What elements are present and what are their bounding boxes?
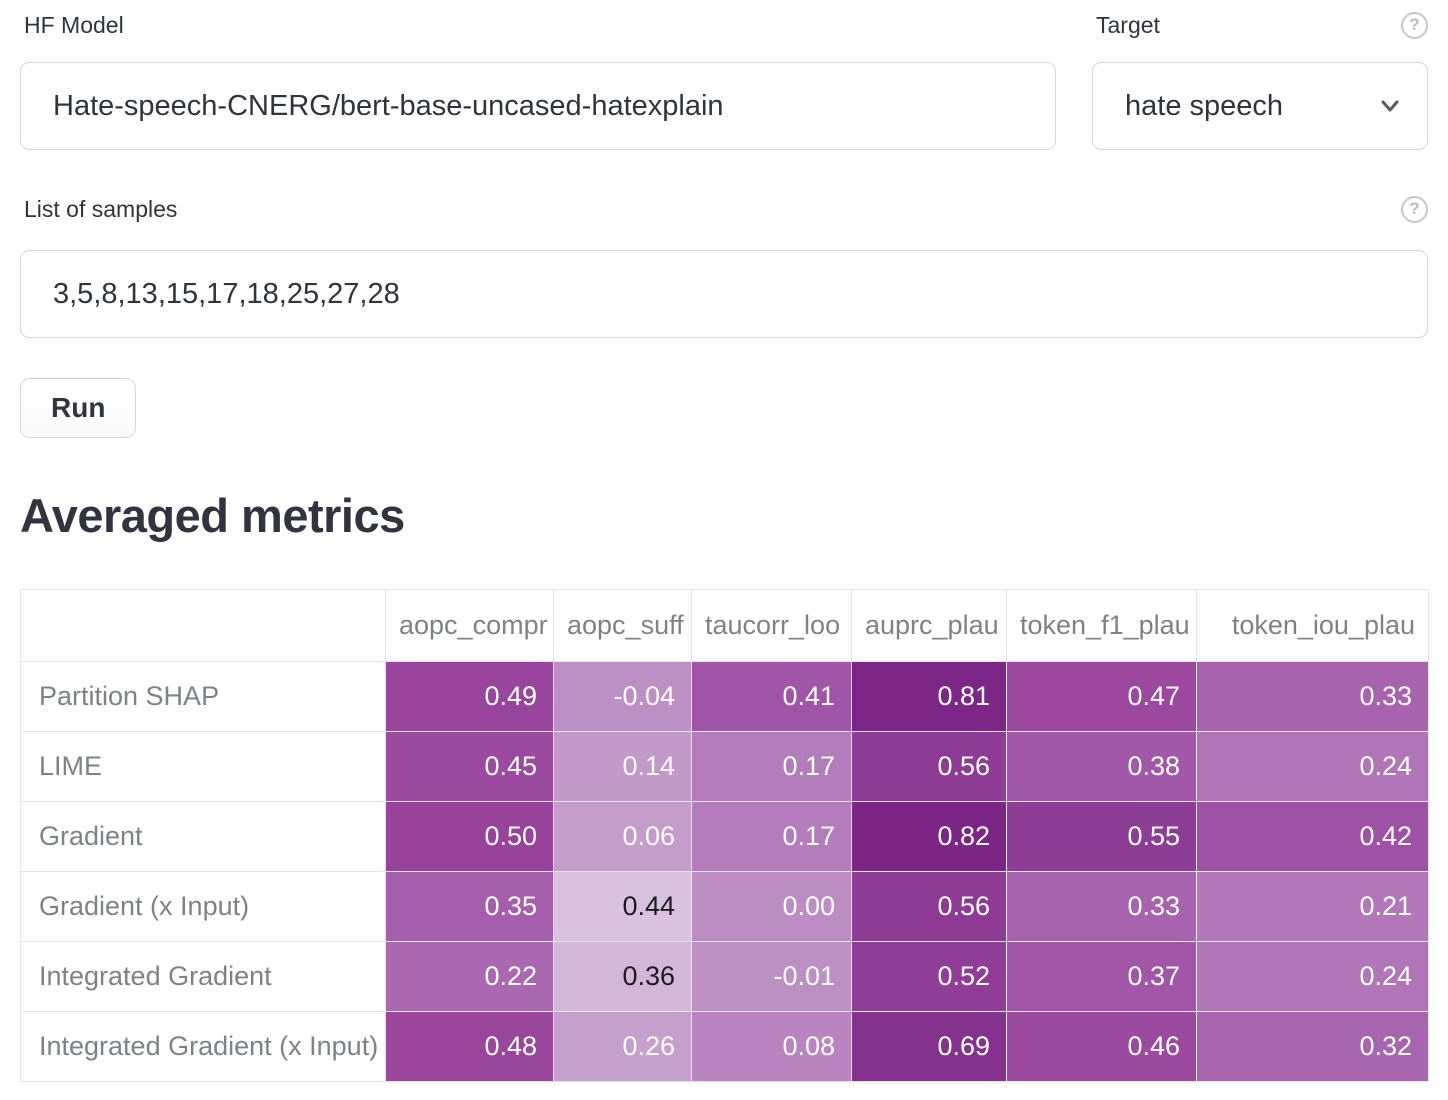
metric-cell: 0.08 <box>691 1011 852 1083</box>
row-label: Gradient (x Input) <box>20 871 386 943</box>
hf-model-input[interactable]: Hate-speech-CNERG/bert-base-uncased-hate… <box>20 62 1056 150</box>
metric-cell: 0.00 <box>691 871 852 943</box>
table-row: Integrated Gradient 0.22 0.36 -0.01 0.52 0.37… <box>20 941 1429 1013</box>
metric-cell: 0.46 <box>1006 1011 1197 1083</box>
samples-label: List of samples <box>24 195 178 222</box>
column-header-taucorr_loo: taucorr_loo <box>691 589 852 663</box>
target-label: Target <box>1096 11 1160 38</box>
metric-cell: 0.17 <box>691 731 852 803</box>
table-row: Gradient 0.50 0.06 0.17 0.82 0.55 0.42 <box>20 801 1429 873</box>
table-row: LIME 0.45 0.14 0.17 0.56 0.38 0.24 <box>20 731 1429 803</box>
metric-cell: 0.36 <box>553 941 692 1013</box>
samples-field: List of samples ? 3,5,8,13,15,17,18,25,2… <box>20 195 1428 338</box>
column-header-token_iou_plau: token_iou_plau <box>1196 589 1429 663</box>
metric-cell: 0.22 <box>385 941 554 1013</box>
target-select-value: hate speech <box>1125 89 1284 122</box>
metric-cell: -0.01 <box>691 941 852 1013</box>
row-label: Partition SHAP <box>20 661 386 733</box>
metric-cell: 0.49 <box>385 661 554 733</box>
corner-cell <box>20 589 386 663</box>
metric-cell: 0.37 <box>1006 941 1197 1013</box>
metric-cell: 0.06 <box>553 801 692 873</box>
page-title: Averaged metrics <box>20 489 405 542</box>
table-row: Integrated Gradient (x Input) 0.48 0.26 0.0… <box>20 1011 1429 1083</box>
metric-cell: 0.56 <box>851 731 1007 803</box>
metric-cell: 0.69 <box>851 1011 1007 1083</box>
model-target-row: HF Model Hate-speech-CNERG/bert-base-unc… <box>20 11 1428 150</box>
hf-model-label: HF Model <box>24 11 124 38</box>
metric-cell: 0.82 <box>851 801 1007 873</box>
metric-cell: 0.17 <box>691 801 852 873</box>
metric-cell: 0.35 <box>385 871 554 943</box>
metric-cell: 0.45 <box>385 731 554 803</box>
table-row: Partition SHAP 0.49 -0.04 0.41 0.81 0.47 0.33 <box>20 661 1429 733</box>
metric-cell: 0.42 <box>1196 801 1429 873</box>
help-icon[interactable]: ? <box>1401 11 1428 39</box>
metric-cell: 0.44 <box>553 871 692 943</box>
metric-cell: 0.33 <box>1006 871 1197 943</box>
metric-cell: 0.14 <box>553 731 692 803</box>
help-icon[interactable]: ? <box>1401 195 1428 223</box>
metric-cell: 0.47 <box>1006 661 1197 733</box>
column-header-auprc_plau: auprc_plau <box>851 589 1007 663</box>
metrics-table: aopc_compr aopc_suff taucorr_loo auprc_plau… <box>20 589 1429 1083</box>
metric-cell: 0.24 <box>1196 731 1429 803</box>
metric-cell: 0.33 <box>1196 661 1429 733</box>
question-mark-glyph: ? <box>1409 15 1420 34</box>
column-header-token_f1_plau: token_f1_plau <box>1006 589 1197 663</box>
row-label: Gradient <box>20 801 386 873</box>
samples-input-value: 3,5,8,13,15,17,18,25,27,28 <box>53 277 400 310</box>
metric-cell: 0.21 <box>1196 871 1429 943</box>
metric-cell: -0.04 <box>553 661 692 733</box>
target-select[interactable]: hate speech <box>1092 62 1428 150</box>
column-header-aopc_suff: aopc_suff <box>553 589 692 663</box>
metric-cell: 0.55 <box>1006 801 1197 873</box>
row-label: Integrated Gradient <box>20 941 386 1013</box>
metric-cell: 0.26 <box>553 1011 692 1083</box>
metric-cell: 0.52 <box>851 941 1007 1013</box>
metric-cell: 0.56 <box>851 871 1007 943</box>
metric-cell: 0.38 <box>1006 731 1197 803</box>
table-row: Gradient (x Input) 0.35 0.44 0.00 0.56 0.33 0.… <box>20 871 1429 943</box>
metric-cell: 0.48 <box>385 1011 554 1083</box>
row-label: LIME <box>20 731 386 803</box>
hf-model-input-value: Hate-speech-CNERG/bert-base-uncased-hate… <box>53 89 724 122</box>
chevron-down-icon <box>1381 100 1399 112</box>
samples-input[interactable]: 3,5,8,13,15,17,18,25,27,28 <box>20 250 1428 338</box>
column-header-aopc_compr: aopc_compr <box>385 589 554 663</box>
row-label: Integrated Gradient (x Input) <box>20 1011 386 1083</box>
hf-model-field: HF Model Hate-speech-CNERG/bert-base-unc… <box>20 12 1056 150</box>
run-button[interactable]: Run <box>20 378 137 438</box>
metric-cell: 0.81 <box>851 661 1007 733</box>
metric-cell: 0.32 <box>1196 1011 1429 1083</box>
metric-cell: 0.41 <box>691 661 852 733</box>
question-mark-glyph: ? <box>1409 199 1420 218</box>
target-field: Target ? hate speech <box>1092 11 1428 150</box>
metric-cell: 0.50 <box>385 801 554 873</box>
metric-cell: 0.24 <box>1196 941 1429 1013</box>
